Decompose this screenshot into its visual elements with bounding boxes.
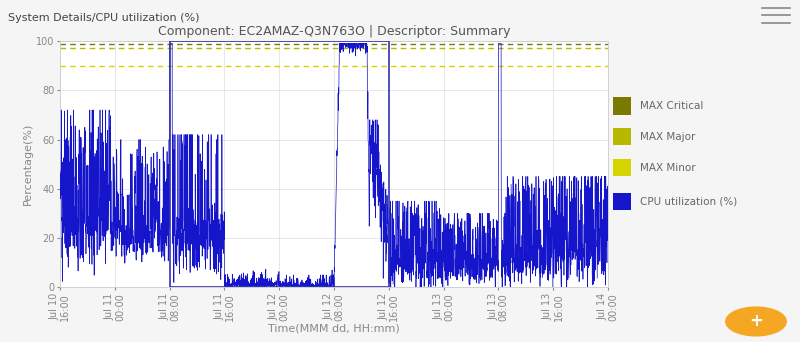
Bar [613,128,630,145]
Text: MAX Major: MAX Major [639,132,695,142]
Y-axis label: Percentage(%): Percentage(%) [23,123,34,205]
Circle shape [726,307,786,336]
Bar [613,193,630,210]
Text: System Details/CPU utilization (%): System Details/CPU utilization (%) [7,13,199,23]
Bar [613,97,630,115]
X-axis label: Time(MMM dd, HH:mm): Time(MMM dd, HH:mm) [268,324,400,333]
Text: MAX Critical: MAX Critical [639,101,703,111]
Text: MAX Minor: MAX Minor [639,162,695,173]
Title: Component: EC2AMAZ-Q3N763O | Descriptor: Summary: Component: EC2AMAZ-Q3N763O | Descriptor:… [158,26,510,39]
Bar [170,41,389,287]
Text: +: + [749,313,763,330]
Text: CPU utilization (%): CPU utilization (%) [639,197,737,207]
Bar [613,159,630,176]
